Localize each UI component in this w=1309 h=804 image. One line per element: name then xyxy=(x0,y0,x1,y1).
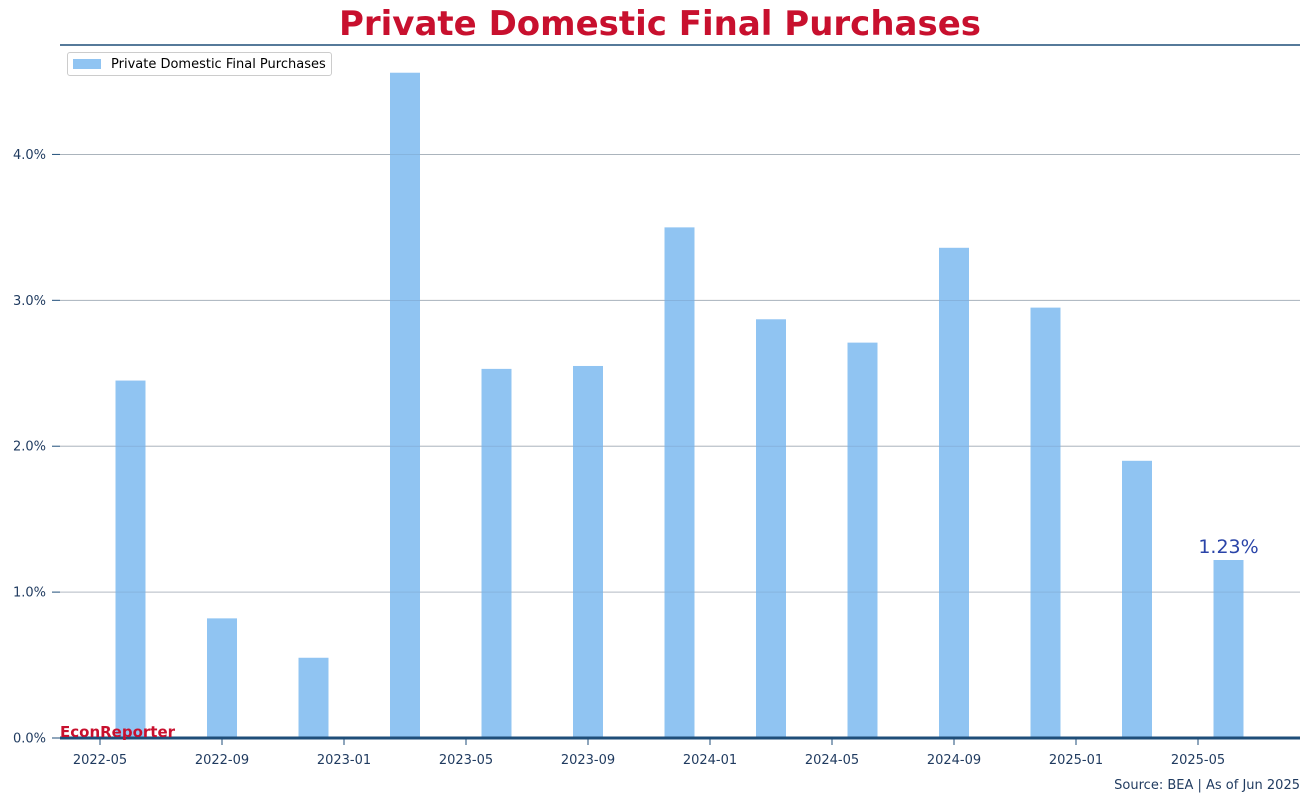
bar xyxy=(390,72,420,739)
bar xyxy=(1122,460,1152,738)
x-tick-label: 2025-05 xyxy=(1171,753,1225,768)
chart-title: Private Domestic Final Purchases xyxy=(338,4,982,44)
bar xyxy=(1213,560,1244,738)
source-note: Source: BEA | As of Jun 2025 xyxy=(1114,778,1300,793)
annotations: 1.23% xyxy=(1198,536,1258,558)
last-value-label: 1.23% xyxy=(1198,536,1258,558)
brand-label: EconReporter xyxy=(60,723,176,741)
y-tick-label: 2.0% xyxy=(13,440,46,455)
tick-labels: 0.0% 1.0% 2.0% 3.0% 4.0% 2022-05 2022-09 2023-0… xyxy=(13,148,1225,768)
bar xyxy=(1030,307,1061,738)
x-tick-label: 2022-09 xyxy=(195,753,249,768)
x-tick-label: 2024-09 xyxy=(927,753,981,768)
legend-swatch xyxy=(73,59,101,69)
x-tick-label: 2024-01 xyxy=(683,753,737,768)
bar xyxy=(664,227,695,739)
bar xyxy=(115,380,146,738)
y-tick-label: 4.0% xyxy=(13,148,46,163)
x-tick-label: 2023-09 xyxy=(561,753,615,768)
legend: Private Domestic Final Purchases xyxy=(67,52,332,76)
x-tick-label: 2023-05 xyxy=(439,753,493,768)
bars xyxy=(60,72,1300,739)
x-tick-label: 2023-01 xyxy=(317,753,371,768)
bar xyxy=(573,365,603,738)
x-tick-label: 2022-05 xyxy=(73,753,127,768)
y-tick-label: 1.0% xyxy=(13,586,46,601)
x-tick-label: 2024-05 xyxy=(805,753,859,768)
bar xyxy=(847,342,878,738)
y-tick-label: 0.0% xyxy=(13,732,46,747)
bar xyxy=(756,319,786,738)
bar xyxy=(481,368,512,738)
bar xyxy=(939,247,969,738)
bar xyxy=(207,618,237,738)
legend-label: Private Domestic Final Purchases xyxy=(111,56,326,72)
x-tick-label: 2025-01 xyxy=(1049,753,1103,768)
bar xyxy=(298,657,329,738)
axes xyxy=(60,44,1300,740)
y-tick-label: 3.0% xyxy=(13,294,46,309)
